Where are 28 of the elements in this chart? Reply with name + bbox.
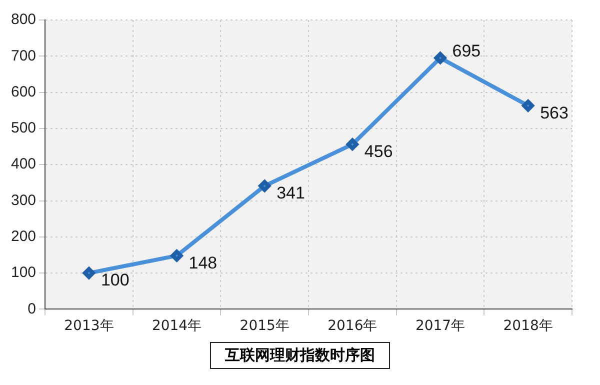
text: 互联网理财指数时序图 [210,342,390,369]
data-label: 563 [540,103,568,122]
data-label: 456 [364,142,393,162]
y-tick-label: 800 [10,11,36,28]
y-tick-label: 600 [10,83,36,100]
point [522,100,534,112]
point [258,180,271,192]
data-label: 695 [452,42,481,61]
data-label: 341 [276,184,305,203]
data-label: 100 [100,270,130,290]
y-tick-label: 100 [10,264,36,282]
point [434,52,446,64]
x-tick-label: 2014年 [152,318,202,334]
x-tick-label: 2015年 [240,318,290,334]
y-tick-label: 300 [10,192,36,209]
y-tick-label: 200 [10,228,36,246]
y-tick-label: 500 [10,120,36,137]
point [346,138,358,150]
point [170,250,183,262]
x-tick-label: 2013年 [64,318,114,334]
data-label: 148 [188,253,218,272]
point [82,267,95,280]
y-tick-label: 700 [10,47,36,64]
x-tick-label: 2017年 [415,318,466,334]
y-tick-label: 400 [10,156,36,173]
x-tick-label: 2016年 [328,318,378,334]
x-tick-label: 2018年 [503,318,553,334]
y-tick-label: 0 [28,300,36,318]
